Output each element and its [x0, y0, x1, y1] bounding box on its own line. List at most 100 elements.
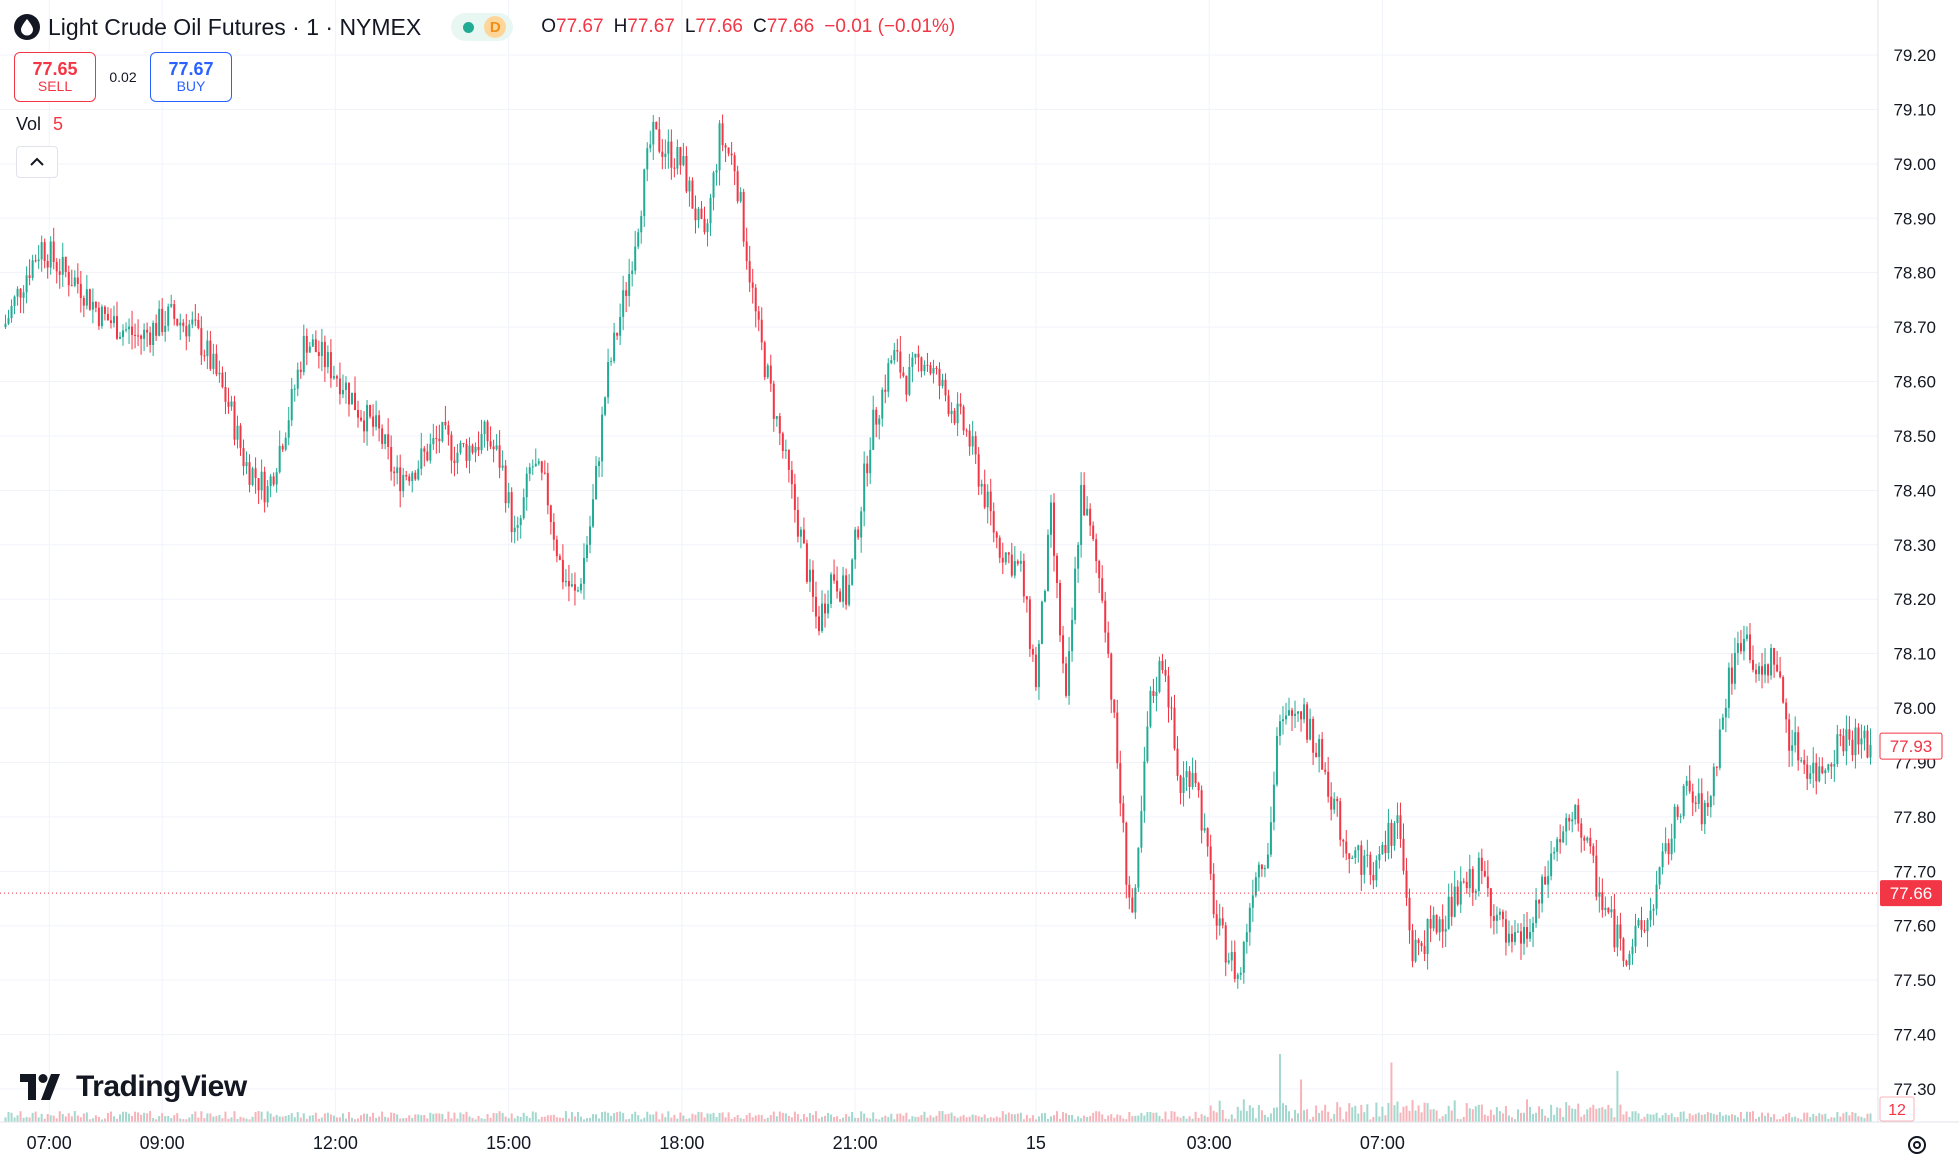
volume-bar: [631, 1114, 634, 1122]
time-axis[interactable]: 07:00 09:00 12:00 15:00 18:00 21:00 15 03:00 07:…: [27, 1133, 1405, 1153]
candle-body: [164, 325, 167, 332]
symbol-title[interactable]: Light Crude Oil Futures · 1 · NYMEX: [48, 13, 422, 40]
volume-bar: [1510, 1117, 1513, 1122]
volume-bar: [97, 1116, 100, 1122]
volume-bar: [655, 1111, 658, 1122]
volume-bars: [4, 1054, 1872, 1122]
candle-body: [88, 289, 91, 310]
volume-bar: [712, 1112, 715, 1122]
candle-body: [1272, 784, 1275, 823]
high-value: 77.67: [627, 16, 675, 37]
market-status-badge[interactable]: D: [451, 13, 514, 41]
candle-body: [637, 232, 640, 247]
chart-settings-button[interactable]: [1900, 1128, 1934, 1162]
collapse-legend-button[interactable]: [16, 146, 58, 178]
volume-bar: [661, 1113, 664, 1122]
candle-body: [335, 376, 338, 379]
volume-bar: [1755, 1118, 1758, 1122]
candle-body: [1086, 508, 1089, 516]
candle-body: [1782, 677, 1785, 703]
candle-body: [1553, 851, 1556, 854]
candle-body: [411, 472, 414, 482]
candle-body: [1565, 817, 1568, 832]
volume-bar: [1028, 1118, 1031, 1122]
volume-bar: [814, 1111, 817, 1122]
candle-body: [1345, 841, 1348, 854]
candle-body: [1330, 796, 1333, 810]
volume-bar: [1170, 1111, 1173, 1122]
candle-body: [311, 339, 314, 347]
candle-body: [206, 340, 209, 357]
candle-body: [911, 357, 914, 368]
candle-body: [191, 319, 194, 325]
candle-body: [1661, 851, 1664, 868]
volume-bar: [1212, 1110, 1215, 1122]
candle-body: [387, 434, 390, 447]
candle-body: [486, 421, 489, 442]
volume-bar: [302, 1113, 305, 1122]
volume-bar: [1309, 1119, 1312, 1122]
close-value: 77.66: [766, 16, 815, 37]
candle-body: [1866, 730, 1869, 758]
volume-bar: [1306, 1109, 1309, 1122]
candle-body: [293, 388, 296, 390]
candle-body: [757, 311, 760, 320]
volume-bar: [1408, 1110, 1411, 1122]
volume-bar: [429, 1112, 432, 1122]
candle-body: [1809, 773, 1812, 779]
volume-bar: [1312, 1116, 1315, 1122]
volume-legend[interactable]: Vol 5: [16, 114, 63, 135]
candle-body: [1161, 660, 1164, 670]
candle-body: [1827, 764, 1830, 771]
candle-body: [516, 524, 519, 528]
volume-bar: [19, 1111, 22, 1122]
tradingview-logo[interactable]: TradingView: [20, 1070, 247, 1104]
low-value: 77.66: [695, 16, 743, 37]
volume-bar: [453, 1112, 456, 1122]
volume-bar: [1842, 1113, 1845, 1122]
volume-bar: [1092, 1112, 1095, 1122]
candle-body: [314, 339, 317, 353]
volume-bar: [1059, 1118, 1062, 1122]
volume-bar: [772, 1111, 775, 1122]
volume-bar: [592, 1114, 595, 1122]
volume-bar: [1688, 1113, 1691, 1122]
volume-bar: [640, 1119, 643, 1122]
candle-body: [158, 308, 161, 336]
candle-body: [49, 241, 52, 268]
candle-body: [1260, 864, 1263, 870]
volume-bar: [1812, 1113, 1815, 1122]
candle-body: [878, 418, 881, 425]
price-axis[interactable]: 77.3077.4077.5077.6077.7077.8077.9078.00…: [1893, 46, 1936, 1099]
time-tick-label: 03:00: [1187, 1133, 1232, 1153]
volume-bar: [1504, 1105, 1507, 1122]
sell-button[interactable]: 77.65 SELL: [14, 52, 96, 102]
volume-bar: [1001, 1111, 1004, 1122]
candle-body: [128, 326, 131, 330]
volume-bar: [360, 1115, 363, 1122]
candle-body: [115, 316, 118, 339]
volume-bar: [1275, 1107, 1278, 1122]
candle-body: [950, 410, 953, 415]
volume-bar: [1245, 1111, 1248, 1122]
volume-bar: [405, 1118, 408, 1122]
volume-bar: [1080, 1118, 1083, 1122]
volume-bar: [1562, 1116, 1565, 1122]
volume-bar: [128, 1113, 131, 1122]
volume-bar: [1601, 1107, 1604, 1122]
candle-body: [100, 306, 103, 327]
candle-body: [1227, 960, 1230, 963]
volume-bar: [1532, 1113, 1535, 1122]
candle-body: [347, 382, 350, 405]
buy-button[interactable]: 77.67 BUY: [150, 52, 232, 102]
volume-bar: [1797, 1118, 1800, 1122]
candle-body: [450, 434, 453, 461]
candle-body: [405, 475, 408, 477]
volume-bar: [254, 1112, 257, 1122]
candle-body: [688, 180, 691, 192]
volume-bar: [854, 1117, 857, 1122]
volume-bar: [944, 1114, 947, 1122]
candle-body: [1336, 798, 1339, 802]
last-close-badge: [1879, 732, 1943, 760]
